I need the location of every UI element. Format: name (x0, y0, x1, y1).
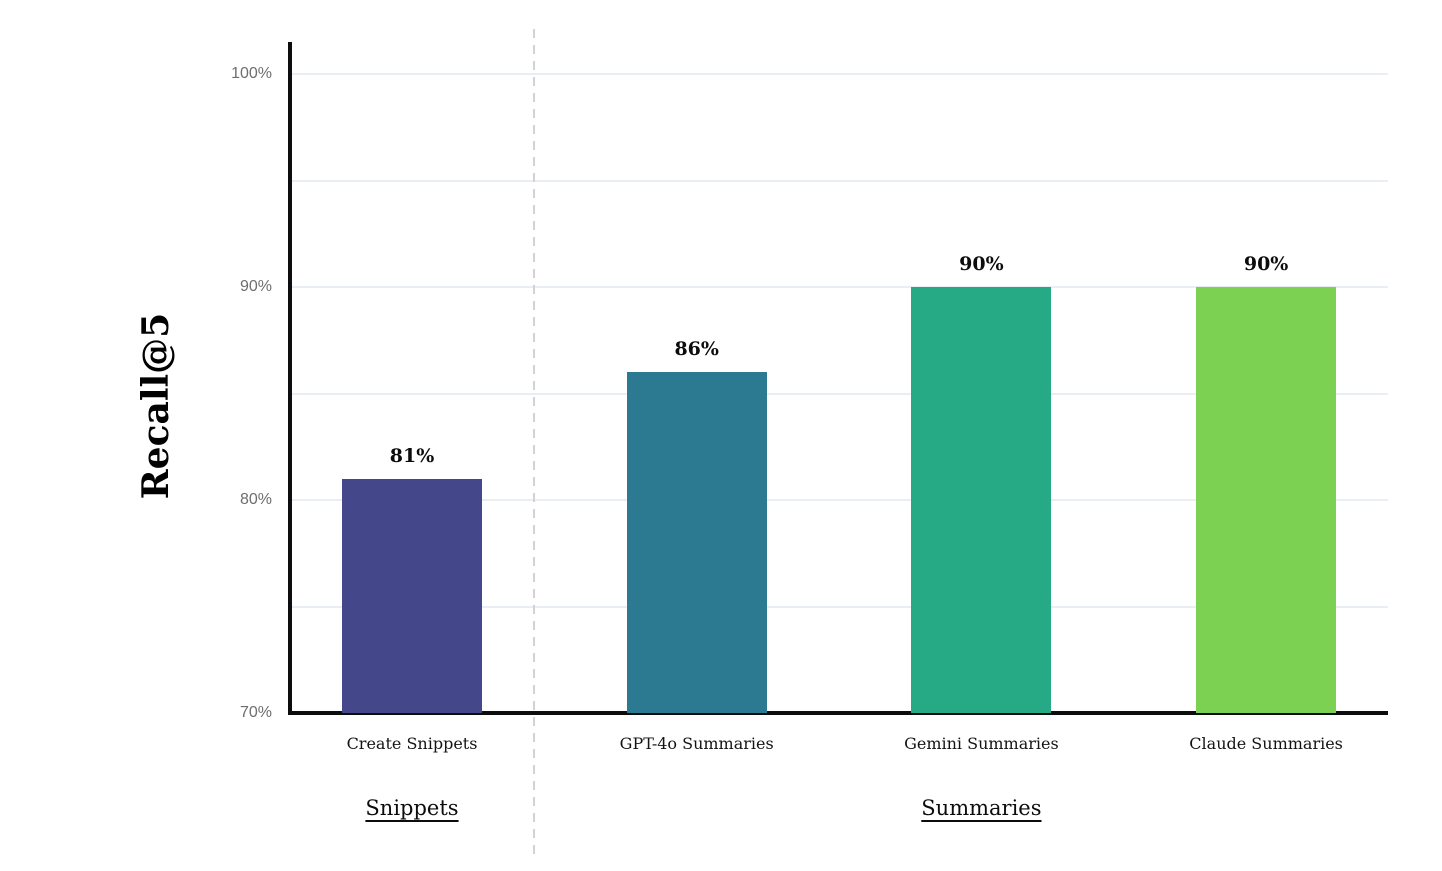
y-tick-label: 90% (239, 278, 272, 295)
group-label-snippets: Snippets (365, 796, 459, 820)
gridline (290, 286, 1388, 288)
gridline (290, 179, 1388, 182)
bar-value-label: 90% (1243, 253, 1289, 275)
y-tick-label: 100% (231, 65, 272, 82)
x-axis-line (288, 711, 1388, 715)
bar-value-label: 86% (674, 338, 719, 361)
gridline (290, 73, 1388, 75)
bar-gemini-summaries (911, 287, 1052, 713)
y-tick-label: 80% (239, 491, 272, 508)
x-category-label: Claude Summaries (1189, 734, 1343, 753)
y-axis-line (288, 42, 292, 715)
y-axis-title: Recall@5 (135, 312, 177, 500)
gridline (290, 392, 1388, 395)
bar-gpt-4o-summaries (626, 372, 767, 713)
bar-claude-summaries (1196, 287, 1337, 713)
x-category-label: Gemini Summaries (904, 734, 1059, 753)
gridline (290, 499, 1388, 501)
gridline (290, 605, 1388, 608)
bar-value-label: 90% (959, 253, 1004, 275)
bar-create-snippets (342, 478, 482, 713)
x-category-label: Create Snippets (346, 734, 478, 753)
bar-value-label: 81% (389, 444, 435, 467)
group-separator-line (533, 29, 535, 857)
x-category-label: GPT-4o Summaries (619, 734, 774, 753)
y-tick-label: 70% (239, 704, 272, 721)
group-label-summaries: Summaries (921, 796, 1042, 820)
